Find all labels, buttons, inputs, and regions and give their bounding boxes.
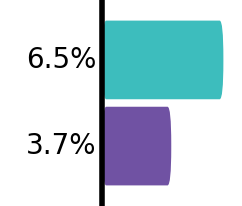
FancyBboxPatch shape bbox=[102, 21, 223, 99]
Text: 6.5%: 6.5% bbox=[26, 46, 97, 74]
FancyBboxPatch shape bbox=[102, 107, 171, 185]
Text: 3.7%: 3.7% bbox=[26, 132, 97, 160]
